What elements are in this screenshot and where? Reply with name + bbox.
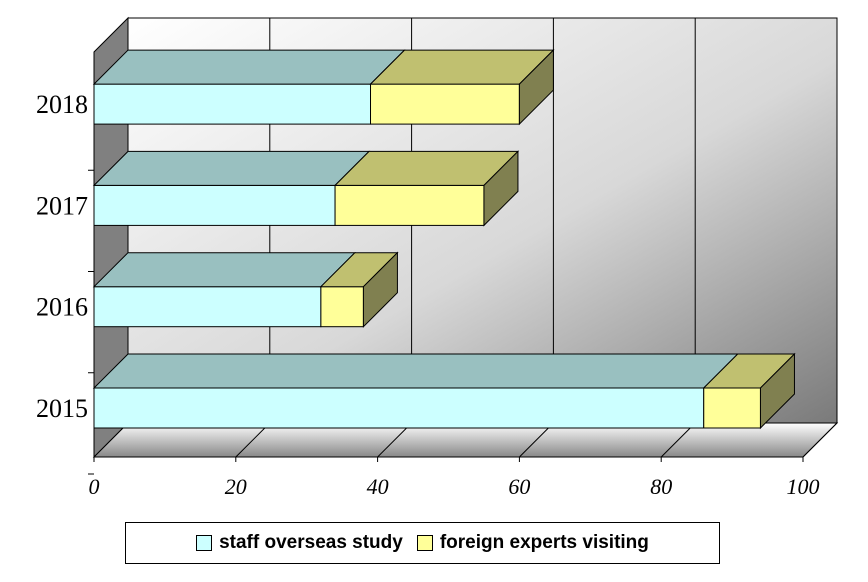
floor-gridline — [802, 422, 838, 458]
legend: staff overseas study foreign experts vis… — [125, 522, 720, 564]
bar-end-face — [759, 352, 795, 430]
bar-front-staff-overseas-study — [93, 184, 336, 226]
x-tick-label: 60 — [508, 474, 530, 499]
bar-front-staff-overseas-study — [93, 387, 705, 429]
x-tick-label: 80 — [650, 474, 672, 499]
legend-item-staff: staff overseas study — [196, 532, 403, 554]
legend-label: staff overseas study — [219, 532, 403, 553]
bar-front-staff-overseas-study — [93, 286, 322, 328]
bar-front-staff-overseas-study — [93, 83, 372, 125]
bar-front-foreign-experts-visiting — [320, 286, 364, 328]
x-tick-label: 0 — [89, 474, 100, 499]
bar-top-staff-overseas-study — [92, 49, 406, 85]
bar-end-face — [362, 251, 398, 328]
legend-label: foreign experts visiting — [439, 532, 649, 553]
y-tick-label: 2018 — [36, 90, 88, 119]
bar-top-staff-overseas-study — [92, 353, 739, 389]
bar-front-foreign-experts-visiting — [370, 83, 520, 125]
bar-end-face — [483, 150, 519, 227]
x-tick-label: 40 — [367, 474, 389, 499]
bar-end-face — [518, 48, 554, 126]
bar-front-foreign-experts-visiting — [703, 387, 761, 429]
legend-swatch — [196, 535, 213, 551]
floor-gridline — [377, 422, 412, 458]
y-tick-label: 2015 — [36, 394, 88, 423]
x-tick-label: 100 — [787, 474, 820, 499]
y-tick-label: 2016 — [36, 293, 88, 322]
floor-gridline — [660, 422, 696, 458]
x-tick-label: 20 — [225, 474, 247, 499]
legend-item-experts: foreign experts visiting — [416, 532, 649, 554]
bar-front-foreign-experts-visiting — [334, 184, 485, 226]
y-tick-label: 2017 — [36, 191, 88, 220]
floor-gridline — [519, 422, 554, 458]
floor-gridline — [235, 422, 271, 458]
legend-swatch — [416, 535, 433, 551]
bar-top-staff-overseas-study — [92, 252, 357, 288]
bar-top-staff-overseas-study — [92, 150, 371, 186]
